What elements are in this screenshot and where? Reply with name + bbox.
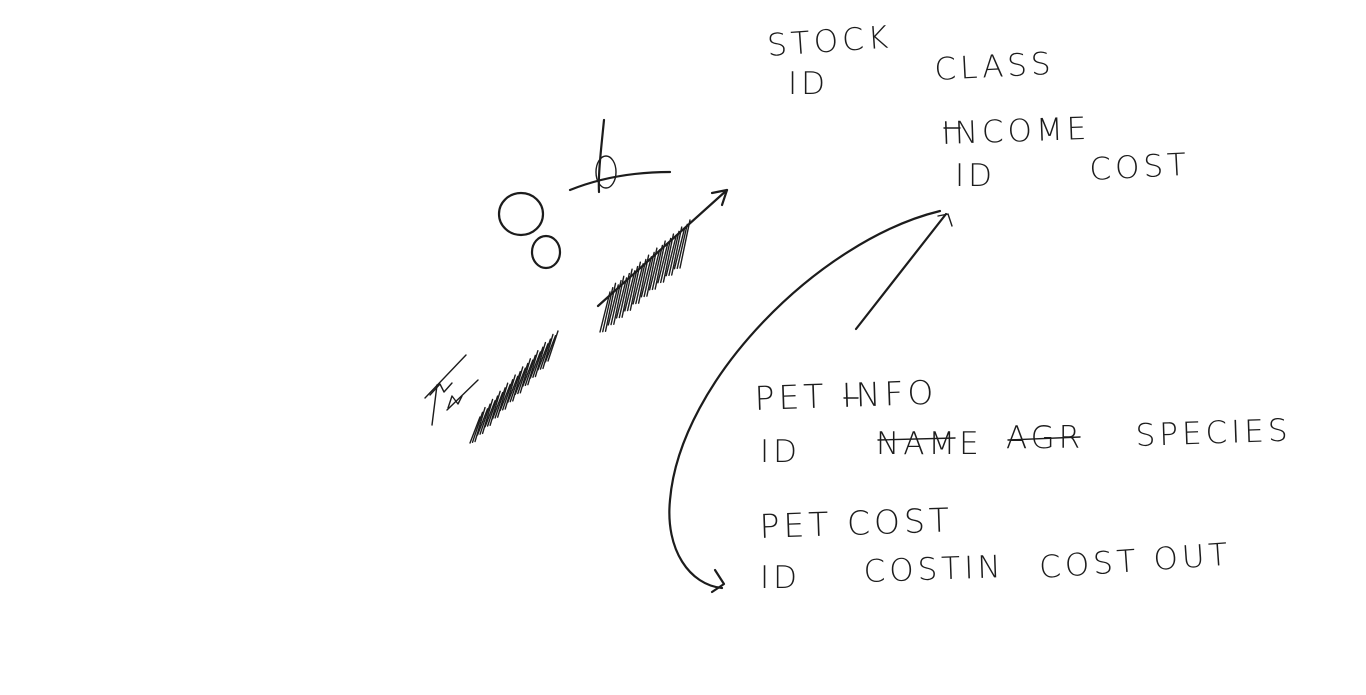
hatch-stroke xyxy=(604,282,617,333)
table-income-title: INCOME xyxy=(941,111,1091,152)
hatch-stroke xyxy=(643,251,655,298)
hatch-stroke xyxy=(602,286,614,333)
hatch-stroke xyxy=(618,272,631,319)
hatch-stroke xyxy=(648,249,661,291)
hatch-stroke xyxy=(507,375,519,404)
hatch-stroke xyxy=(607,284,619,326)
correction-mark xyxy=(1007,436,1081,441)
hatch-stroke xyxy=(476,408,489,436)
hatch-stroke xyxy=(626,265,639,312)
hatch-stroke xyxy=(481,398,494,435)
table-stock: STOCK ID CLASS xyxy=(766,19,1055,102)
hatch-stroke xyxy=(529,351,542,379)
hatch-stroke xyxy=(676,223,688,270)
hatch-stroke xyxy=(499,383,511,412)
table-stock-field-id: ID xyxy=(788,66,829,102)
table-pet-info-title: PET INFO xyxy=(754,373,938,418)
hatch-strokes xyxy=(469,330,559,444)
hatch-stroke xyxy=(532,346,544,378)
hatch-stroke xyxy=(547,330,559,362)
table-pet-info-field-name: NAME xyxy=(876,426,983,462)
table-income-field-cost: COST xyxy=(1089,147,1191,188)
table-pet-cost-field-costin: COSTIN xyxy=(863,549,1005,590)
hatch-stroke xyxy=(671,226,683,276)
hatch-stroke xyxy=(646,247,658,297)
hatch-stroke xyxy=(539,338,552,370)
table-pet-info-field-species: SPECIES xyxy=(1135,413,1292,454)
doodle-small-marks xyxy=(424,354,479,426)
table-pet-info: PET INFO ID NAME AGR SPECIES xyxy=(754,373,1292,470)
table-pet-cost-title: PET COST xyxy=(759,500,954,546)
hatch-stroke xyxy=(491,391,504,420)
doodle-crossed-symbol xyxy=(568,118,672,194)
hatch-stroke xyxy=(486,395,499,427)
hatch-stroke xyxy=(657,242,669,284)
hatch-stroke xyxy=(651,244,664,291)
table-pet-cost-field-id: ID xyxy=(760,560,801,596)
doodle-hatched-arrow xyxy=(596,188,729,333)
hatch-stroke xyxy=(519,358,532,394)
relationship-arrow-income-to-petcost xyxy=(668,209,942,594)
hatch-stroke xyxy=(512,366,524,402)
hatch-stroke xyxy=(544,335,557,363)
hatch-strokes xyxy=(599,219,691,333)
hatch-stroke xyxy=(527,349,539,386)
hatch-stroke xyxy=(474,406,486,443)
hatch-stroke xyxy=(514,367,526,395)
hatch-stroke xyxy=(613,275,625,325)
hatch-stroke xyxy=(489,390,501,427)
hatch-stroke xyxy=(637,254,650,304)
hatch-stroke xyxy=(654,240,666,290)
hatch-stroke xyxy=(524,354,537,387)
hatch-stroke xyxy=(673,227,686,270)
hatch-stroke xyxy=(484,400,496,428)
table-pet-cost: PET COST ID COSTIN COST OUT xyxy=(759,500,1233,596)
hatch-stroke xyxy=(494,387,506,419)
hatch-stroke xyxy=(469,416,481,444)
hatch-stroke xyxy=(509,370,521,403)
correction-mark xyxy=(877,437,956,441)
hatch-stroke xyxy=(662,233,675,283)
hatch-stroke xyxy=(534,341,547,378)
hatch-stroke xyxy=(496,382,509,418)
hatch-stroke xyxy=(621,268,633,318)
hatch-stroke xyxy=(629,261,642,311)
hatch-stroke xyxy=(635,258,647,305)
hatch-stroke xyxy=(615,277,628,319)
table-pet-cost-field-costout: COST OUT xyxy=(1038,537,1233,586)
table-income-field-id: ID xyxy=(955,158,996,194)
hatch-stroke xyxy=(471,411,484,443)
hatch-stroke xyxy=(679,219,691,269)
hatch-stroke xyxy=(537,343,549,371)
hatch-stroke xyxy=(542,333,554,370)
hatch-stroke xyxy=(610,279,622,326)
doodle-circles xyxy=(497,191,562,270)
hatch-stroke xyxy=(522,359,534,387)
relationship-arrow-petinfo-to-income xyxy=(854,212,953,331)
hatch-stroke xyxy=(659,237,672,284)
doodle-hatched-block xyxy=(469,330,559,444)
hatch-stroke xyxy=(517,362,529,395)
table-stock-title: STOCK xyxy=(766,19,893,64)
hatch-stroke xyxy=(624,270,636,312)
hatch-stroke xyxy=(502,379,514,411)
table-income: INCOME ID COST xyxy=(941,111,1191,194)
hatch-stroke xyxy=(479,403,491,435)
hatch-stroke xyxy=(504,374,516,410)
hatch-stroke xyxy=(632,263,644,305)
hatch-stroke xyxy=(599,291,611,333)
hatch-stroke xyxy=(640,256,653,298)
table-stock-field-class: CLASS xyxy=(934,46,1056,88)
hatch-stroke xyxy=(668,230,680,277)
table-pet-info-field-id: ID xyxy=(760,434,801,470)
hatch-stroke xyxy=(665,235,677,277)
